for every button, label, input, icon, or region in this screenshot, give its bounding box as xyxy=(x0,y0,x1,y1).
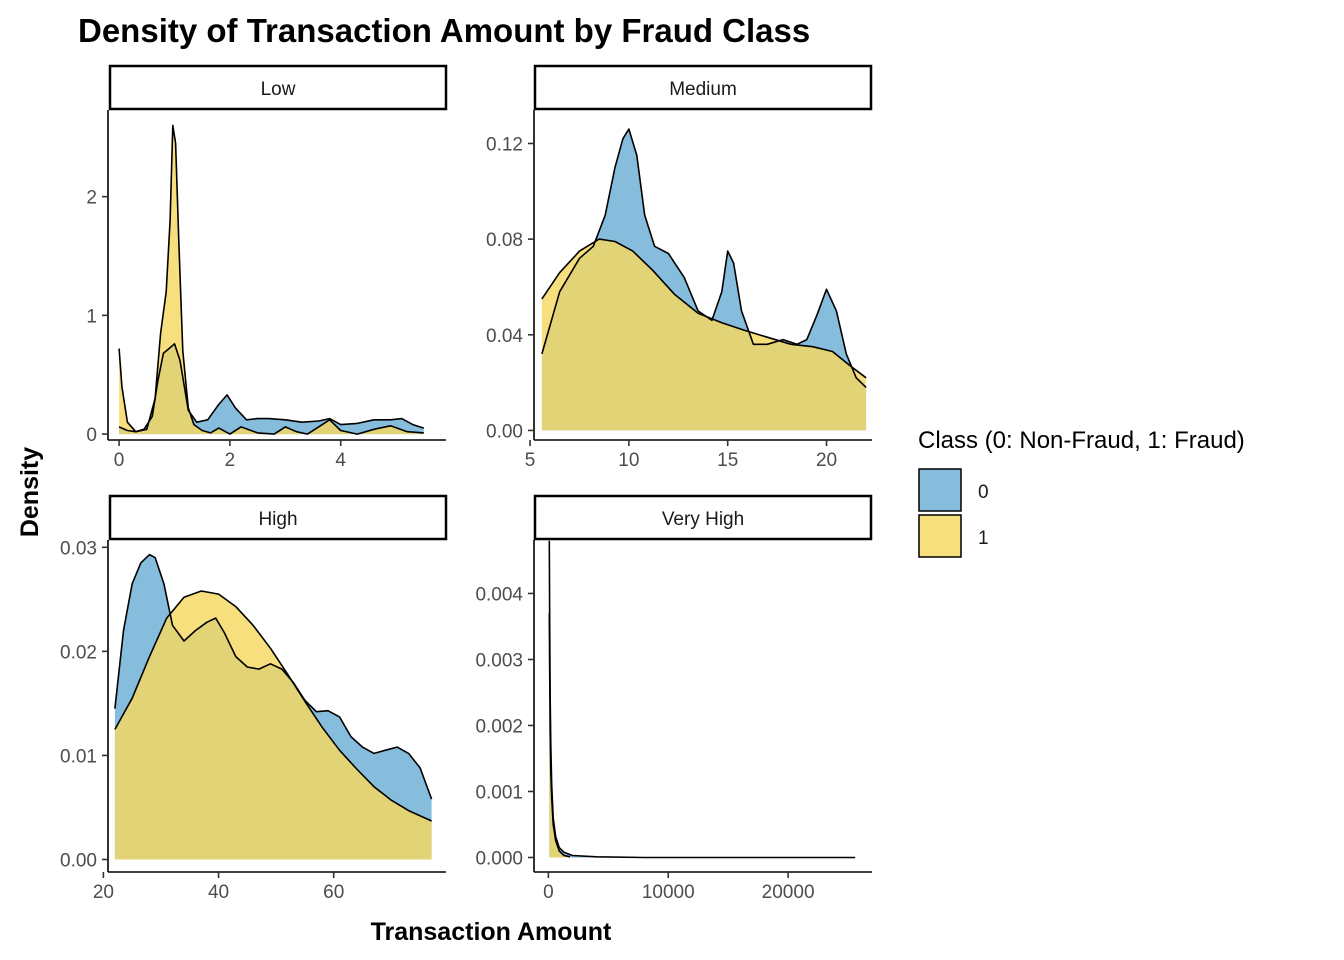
x-tick-label: 15 xyxy=(717,450,738,471)
legend-title: Class (0: Non-Fraud, 1: Fraud) xyxy=(918,427,1245,454)
facet-strip xyxy=(533,494,873,541)
density-outline-class-0 xyxy=(114,553,433,800)
y-tick-label: 0.00 xyxy=(486,421,523,442)
density-area-class-1 xyxy=(541,239,867,431)
x-tick-label: 5 xyxy=(525,450,536,471)
x-tick-label: 10000 xyxy=(642,882,695,903)
density-outline-class-1 xyxy=(548,613,571,858)
facet-strip xyxy=(533,64,873,111)
density-area-class-1 xyxy=(114,591,432,860)
x-tick-label: 20000 xyxy=(762,882,815,903)
density-outline-class-1 xyxy=(118,124,424,435)
legend-key-class-1 xyxy=(918,514,962,558)
legend-label-class-0: 0 xyxy=(978,482,989,503)
legend: Class (0: Non-Fraud, 1: Fraud) 0 1 xyxy=(918,427,1245,558)
y-tick-label: 0.00 xyxy=(60,851,97,872)
x-tick-label: 60 xyxy=(323,882,344,903)
chart-title: Density of Transaction Amount by Fraud C… xyxy=(78,12,810,49)
x-axis-title: Transaction Amount xyxy=(371,918,612,946)
y-tick-label: 0.08 xyxy=(486,230,523,251)
facet-strip-label: Medium xyxy=(669,79,737,100)
density-outline-class-1 xyxy=(114,590,432,822)
y-tick-label: 0.000 xyxy=(475,848,523,869)
facet-strip xyxy=(108,64,448,111)
legend-key-class-0 xyxy=(918,468,962,512)
facet-strip-label: High xyxy=(258,509,297,530)
density-area-class-0 xyxy=(549,540,856,858)
x-tick-label: 2 xyxy=(225,450,236,471)
y-tick-label: 1 xyxy=(86,306,97,327)
facet-strip-label: Very High xyxy=(662,509,744,530)
facet-strip xyxy=(108,494,448,541)
density-outline-class-0 xyxy=(118,343,425,433)
facet-low: Low 0 2 4 0 1 2 xyxy=(86,64,448,471)
y-tick-label: 0.01 xyxy=(60,746,97,767)
density-outline-class-1 xyxy=(541,238,867,379)
x-tick-label: 0 xyxy=(543,882,554,903)
density-outline-class-0 xyxy=(548,540,856,859)
density-outline-class-0 xyxy=(541,128,867,388)
density-area-class-1 xyxy=(549,613,570,858)
y-tick-label: 0.02 xyxy=(60,642,97,663)
x-tick-label: 40 xyxy=(208,882,229,903)
x-tick-label: 4 xyxy=(335,450,346,471)
density-area-class-1 xyxy=(119,125,424,435)
x-tick-label: 20 xyxy=(93,882,114,903)
y-tick-label: 0.12 xyxy=(486,134,523,155)
y-axis-title: Density xyxy=(16,447,44,537)
legend-label-class-1: 1 xyxy=(978,528,989,549)
y-tick-label: 0.004 xyxy=(475,584,523,605)
y-tick-label: 0.002 xyxy=(475,716,523,737)
facet-high: High 20 40 60 0.00 0.01 0.02 0.03 xyxy=(60,494,448,903)
y-tick-label: 0 xyxy=(86,425,97,446)
y-tick-label: 0.04 xyxy=(486,326,523,347)
x-tick-label: 20 xyxy=(816,450,837,471)
x-tick-label: 0 xyxy=(114,450,125,471)
x-tick-label: 10 xyxy=(618,450,639,471)
facet-medium: Medium 5 10 15 20 0.00 0.04 0.08 0.12 xyxy=(486,64,873,471)
y-tick-label: 2 xyxy=(86,188,97,209)
y-tick-label: 0.001 xyxy=(475,782,523,803)
facet-strip-label: Low xyxy=(261,79,296,100)
y-tick-label: 0.03 xyxy=(60,538,97,559)
y-tick-label: 0.003 xyxy=(475,650,523,671)
facet-very-high: Very High 0 10000 20000 0.000 0.001 0.002 0.003… xyxy=(475,494,873,903)
